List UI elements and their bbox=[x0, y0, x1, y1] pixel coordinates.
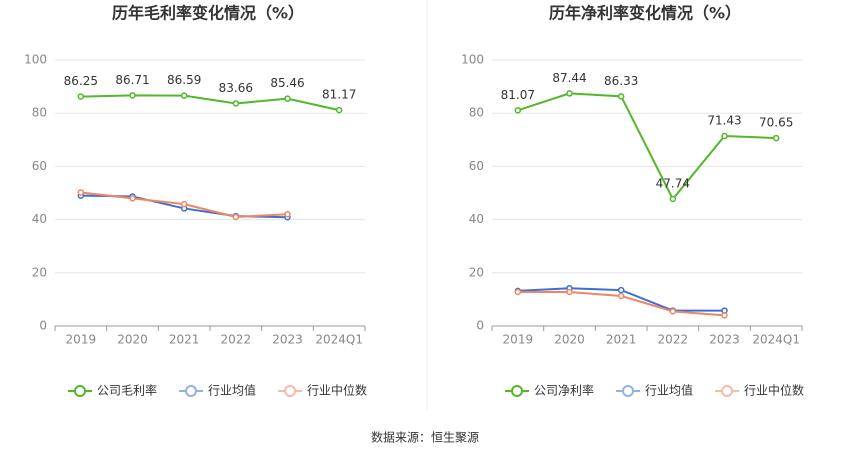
point bbox=[180, 92, 188, 99]
legend-label: 行业均值 bbox=[645, 383, 693, 398]
point bbox=[514, 107, 522, 114]
y-tick-label: 60 bbox=[469, 159, 484, 173]
y-tick-label: 80 bbox=[469, 106, 484, 120]
point bbox=[566, 288, 573, 296]
value-label: 81.07 bbox=[501, 88, 535, 102]
point bbox=[129, 195, 136, 202]
y-tick-label: 80 bbox=[32, 106, 47, 120]
point bbox=[721, 312, 728, 319]
point bbox=[129, 92, 136, 99]
legend-marker bbox=[511, 385, 523, 397]
legend-marker bbox=[185, 385, 198, 397]
point bbox=[232, 100, 240, 107]
value-label: 71.43 bbox=[707, 113, 741, 127]
y-tick-label: 100 bbox=[461, 53, 484, 67]
x-tick-label: 2024Q1 bbox=[315, 333, 363, 347]
legend-label: 行业中位数 bbox=[744, 383, 804, 398]
x-tick-label: 2019 bbox=[66, 333, 97, 347]
x-tick-label: 2022 bbox=[221, 333, 252, 347]
series-line bbox=[517, 92, 777, 201]
legend-marker bbox=[74, 385, 86, 397]
legend-marker bbox=[284, 385, 297, 397]
legend-label: 行业中位数 bbox=[307, 383, 367, 398]
point bbox=[514, 288, 522, 296]
legend-marker bbox=[721, 385, 734, 397]
y-tick-label: 60 bbox=[32, 159, 47, 173]
point bbox=[232, 213, 240, 221]
y-tick-label: 0 bbox=[476, 319, 484, 333]
point bbox=[335, 106, 343, 114]
value-label: 86.59 bbox=[167, 73, 201, 87]
value-label: 47.74 bbox=[656, 177, 690, 191]
point bbox=[669, 195, 677, 203]
x-tick-label: 2021 bbox=[606, 333, 637, 347]
point bbox=[617, 292, 625, 300]
x-tick-label: 2020 bbox=[554, 333, 585, 347]
y-tick-label: 20 bbox=[32, 265, 47, 279]
point bbox=[566, 90, 573, 97]
point bbox=[77, 189, 85, 196]
point bbox=[617, 93, 625, 100]
x-tick-label: 2020 bbox=[117, 333, 148, 347]
x-tick-label: 2024Q1 bbox=[752, 333, 800, 347]
y-tick-label: 40 bbox=[32, 212, 47, 226]
chart-title: 历年净利率变化情况（%） bbox=[549, 4, 741, 23]
y-tick-label: 40 bbox=[469, 212, 484, 226]
legend-label: 公司净利率 bbox=[534, 383, 594, 398]
value-label: 85.46 bbox=[270, 76, 304, 90]
legend-label: 行业均值 bbox=[208, 383, 256, 398]
y-tick-label: 0 bbox=[39, 319, 47, 333]
point bbox=[284, 211, 291, 218]
point bbox=[617, 286, 625, 294]
value-label: 70.65 bbox=[759, 116, 793, 130]
source: 数据来源：恒生聚源 bbox=[371, 430, 479, 445]
x-tick-label: 2019 bbox=[503, 333, 534, 347]
point bbox=[772, 134, 780, 142]
point bbox=[284, 95, 291, 102]
series-line bbox=[80, 94, 340, 112]
point bbox=[77, 93, 85, 100]
value-label: 83.66 bbox=[219, 81, 253, 95]
value-label: 87.44 bbox=[552, 71, 586, 85]
x-tick-label: 2021 bbox=[169, 333, 200, 347]
legend-label: 公司毛利率 bbox=[97, 383, 157, 398]
y-tick-label: 20 bbox=[469, 265, 484, 279]
x-tick-label: 2022 bbox=[658, 333, 689, 347]
x-tick-label: 2023 bbox=[709, 333, 740, 347]
chart-title: 历年毛利率变化情况（%） bbox=[112, 4, 304, 23]
point bbox=[721, 132, 728, 140]
value-label: 86.25 bbox=[64, 74, 98, 88]
value-label: 81.17 bbox=[322, 88, 356, 102]
legend-marker bbox=[622, 385, 635, 397]
y-tick-label: 100 bbox=[24, 53, 47, 67]
x-tick-label: 2023 bbox=[272, 333, 303, 347]
point bbox=[669, 308, 677, 315]
point bbox=[180, 200, 188, 208]
value-label: 86.71 bbox=[115, 73, 149, 87]
value-label: 86.33 bbox=[604, 74, 638, 88]
